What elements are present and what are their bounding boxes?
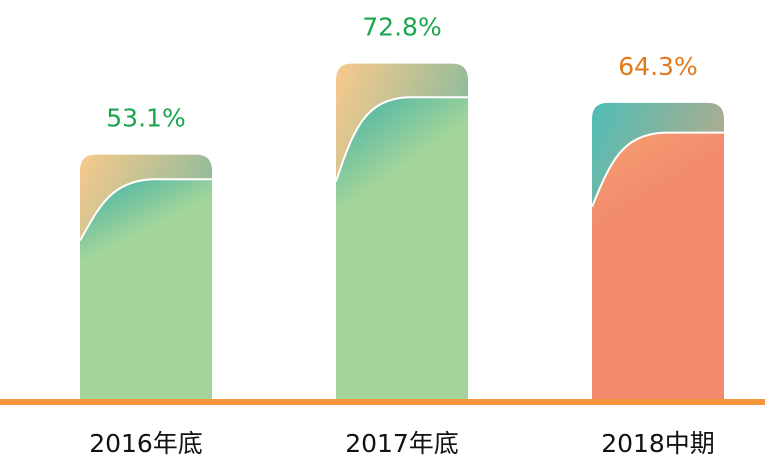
x-tick-label: 2018中期 bbox=[601, 429, 715, 458]
x-tick-label: 2017年底 bbox=[345, 429, 459, 458]
bar-wash bbox=[336, 97, 468, 400]
bar-wash bbox=[592, 132, 724, 400]
value-label: 53.1% bbox=[106, 104, 185, 133]
bar-edge bbox=[80, 178, 212, 242]
bar-edge bbox=[336, 96, 468, 182]
baseline bbox=[0, 399, 765, 405]
bar-wash bbox=[80, 179, 212, 400]
value-label: 72.8% bbox=[362, 13, 441, 42]
x-tick-label: 2016年底 bbox=[89, 429, 203, 458]
bar-edge bbox=[592, 131, 724, 208]
value-label: 64.3% bbox=[618, 52, 697, 81]
